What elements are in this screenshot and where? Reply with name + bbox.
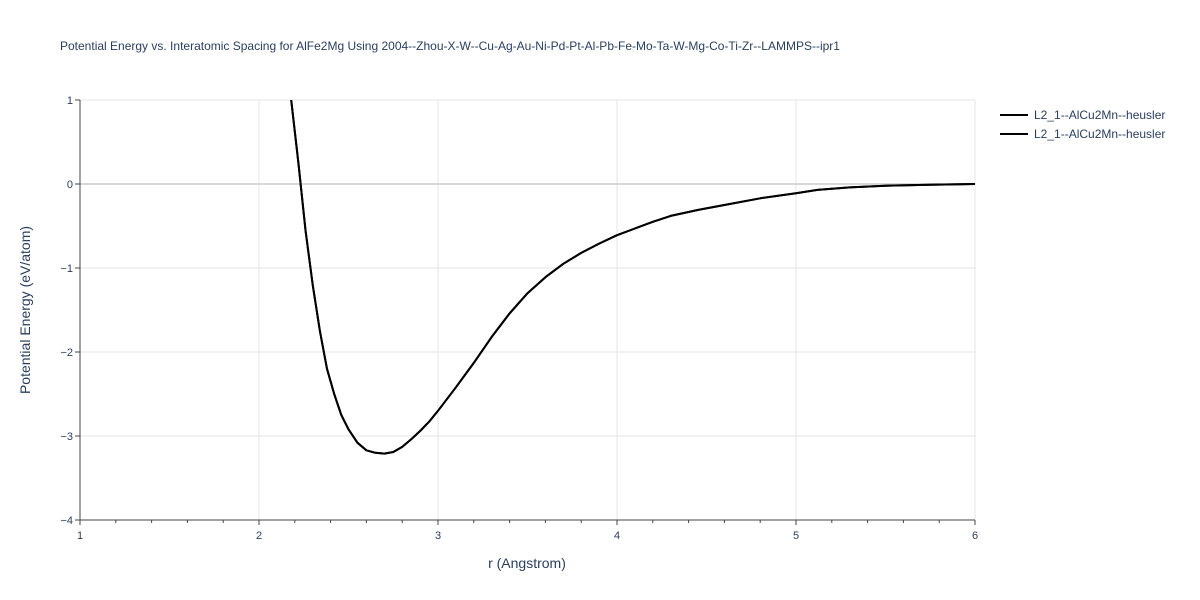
x-tick-label: 1 xyxy=(77,530,83,542)
legend[interactable]: L2_1--AlCu2Mn--heusler L2_1--AlCu2Mn--heu… xyxy=(1000,108,1165,141)
y-tick-label: 1 xyxy=(67,95,73,107)
y-tick-label: −2 xyxy=(60,347,73,359)
series-line-1 xyxy=(290,100,975,455)
y-axis-ticks: 1 0 −1 −2 −3 −4 xyxy=(60,95,80,527)
x-tick-label: 2 xyxy=(256,530,262,542)
y-tick-label: −1 xyxy=(60,263,73,275)
x-tick-label: 5 xyxy=(793,530,799,542)
y-tick-label: −4 xyxy=(60,515,73,527)
x-axis-label: r (Angstrom) xyxy=(488,555,566,571)
x-axis-ticks: 1 2 3 4 5 6 xyxy=(77,520,978,542)
x-tick-label: 6 xyxy=(972,530,978,542)
y-tick-label: 0 xyxy=(67,179,73,191)
legend-item-1[interactable]: L2_1--AlCu2Mn--heusler xyxy=(1000,127,1165,141)
x-tick-label: 3 xyxy=(435,530,441,542)
y-tick-label: −3 xyxy=(60,431,73,443)
series-lines xyxy=(290,100,975,455)
axes xyxy=(79,100,975,521)
chart-title: Potential Energy vs. Interatomic Spacing… xyxy=(60,39,840,53)
legend-label: L2_1--AlCu2Mn--heusler xyxy=(1034,127,1165,141)
y-axis-label: Potential Energy (eV/atom) xyxy=(17,226,33,394)
x-tick-label: 4 xyxy=(614,530,620,542)
legend-label: L2_1--AlCu2Mn--heusler xyxy=(1034,108,1165,122)
legend-item-0[interactable]: L2_1--AlCu2Mn--heusler xyxy=(1000,108,1165,122)
